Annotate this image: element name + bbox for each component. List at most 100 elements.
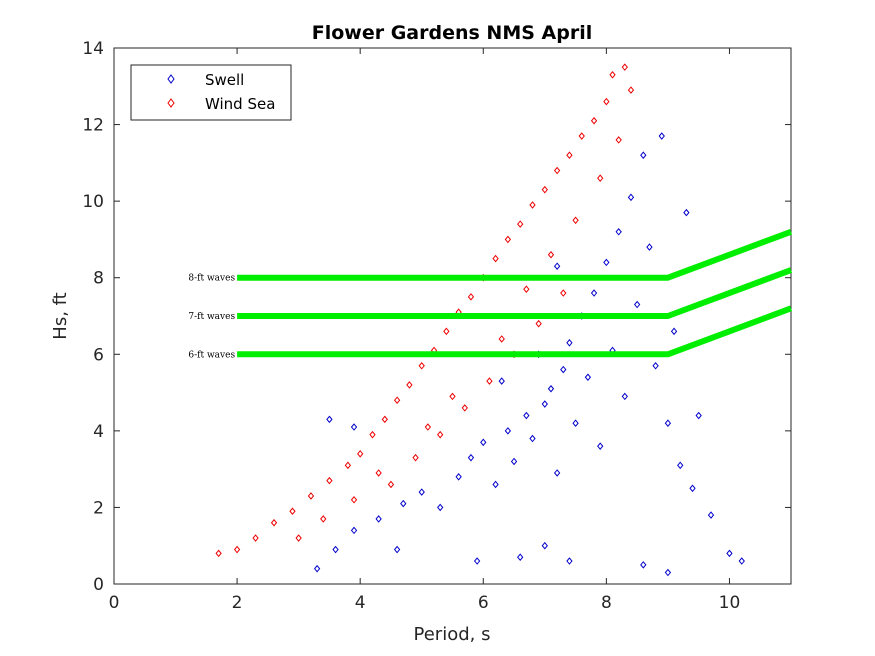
legend-label-swell: Swell (205, 71, 244, 89)
wind-sea-point (615, 136, 622, 144)
y-tick-label: 12 (82, 116, 104, 136)
wind-sea-point (627, 86, 635, 94)
wind-sea-point (233, 545, 241, 554)
wind-sea-point (295, 534, 302, 542)
swell-point (664, 419, 672, 427)
wind-sea-point (412, 453, 419, 462)
wind-sea-point (529, 201, 536, 209)
swell-point (640, 151, 647, 159)
wind-sea-point (252, 534, 259, 542)
x-axis-ticks: 0 2 4 6 8 10 (109, 48, 741, 613)
wind-sea-point (523, 285, 530, 293)
threshold-label: 6-ft waves (188, 350, 235, 360)
threshold-line-8-ft-waves (237, 228, 793, 281)
wind-sea-point (553, 166, 561, 175)
wind-sea-point (406, 381, 413, 389)
y-tick-label: 2 (93, 498, 104, 518)
threshold-label: 8-ft waves (188, 274, 235, 284)
swell-point (541, 541, 548, 550)
wind-sea-point (344, 461, 352, 470)
swell-point (695, 411, 702, 420)
wind-sea-point (326, 476, 333, 485)
wind-sea-point (541, 185, 548, 194)
wind-sea-point (504, 235, 512, 244)
x-tick-label: 0 (109, 593, 120, 613)
wind-sea-point (393, 396, 401, 405)
swell-point (627, 193, 635, 202)
legend-marker-wind-sea (167, 98, 175, 108)
swell-point (597, 442, 604, 450)
threshold-line-7-ft-waves (237, 267, 793, 319)
legend-box (130, 64, 292, 121)
swell-point (326, 415, 333, 424)
wind-sea-point (603, 97, 610, 106)
legend: Swell Wind Sea (130, 64, 292, 121)
swell-point (375, 515, 382, 523)
wind-sea-point (418, 361, 425, 370)
x-tick-label: 6 (478, 593, 489, 613)
swell-point (492, 480, 499, 489)
y-tick-label: 0 (93, 575, 104, 595)
swell-point (393, 545, 401, 554)
wind-sea-point (320, 515, 327, 523)
swell-point (529, 434, 536, 443)
threshold-line-6-ft-waves (237, 305, 793, 358)
wind-sea-point (560, 289, 567, 297)
wind-sea-point (424, 423, 432, 431)
swell-point (313, 564, 321, 573)
swell-point (350, 423, 358, 431)
swell-point (560, 365, 567, 374)
x-tick-label: 10 (719, 593, 741, 613)
swell-point (437, 503, 444, 512)
y-tick-label: 4 (93, 422, 104, 442)
swell-point (553, 262, 561, 271)
x-tick-label: 8 (601, 593, 612, 613)
x-tick-label: 4 (355, 593, 366, 613)
swell-point (707, 511, 715, 519)
wind-sea-point (621, 63, 628, 71)
wind-sea-point (443, 327, 450, 336)
swell-point (400, 499, 407, 508)
swell-point (677, 461, 684, 470)
swell-point (523, 411, 530, 420)
plot-area: 8-ft waves 7-ft waves 6-ft waves (113, 47, 793, 585)
swell-point (455, 473, 462, 481)
wind-sea-point (381, 415, 388, 424)
wind-sea-point (590, 116, 598, 125)
wind-sea-point (357, 450, 364, 458)
wind-sea-point (597, 174, 604, 182)
wind-sea-point (307, 492, 315, 500)
swell-point (652, 361, 659, 370)
swell-point (590, 289, 598, 297)
y-tick-label: 6 (93, 345, 104, 365)
points-layer (215, 63, 745, 577)
swell-point (621, 392, 628, 401)
wind-sea-point (369, 430, 376, 439)
swell-point (566, 557, 573, 565)
swell-point (689, 484, 696, 493)
swell-point (350, 526, 358, 535)
wind-sea-point (350, 495, 358, 504)
wind-sea-point (449, 392, 456, 401)
y-tick-label: 14 (82, 39, 104, 59)
wind-sea-point (375, 469, 382, 477)
swell-point (726, 549, 733, 558)
wind-sea-point (572, 216, 579, 225)
y-tick-label: 8 (93, 269, 104, 289)
swell-point (547, 384, 555, 393)
swell-point (633, 300, 641, 309)
wind-sea-point (461, 404, 468, 412)
wind-sea-point (578, 132, 585, 140)
swell-point (504, 427, 512, 435)
swell-point (498, 377, 505, 385)
y-axis-ticks: 0 2 4 6 8 10 12 14 (82, 39, 791, 595)
wind-sea-point (486, 377, 493, 385)
wind-sea-point (609, 71, 616, 79)
wind-sea-point (387, 480, 395, 489)
y-tick-label: 10 (82, 192, 104, 212)
chart-title: Flower Gardens NMS April (312, 22, 593, 44)
wind-sea-point (547, 250, 555, 259)
x-tick-label: 2 (232, 593, 243, 613)
swell-point (572, 419, 579, 427)
wind-sea-point (437, 430, 444, 439)
